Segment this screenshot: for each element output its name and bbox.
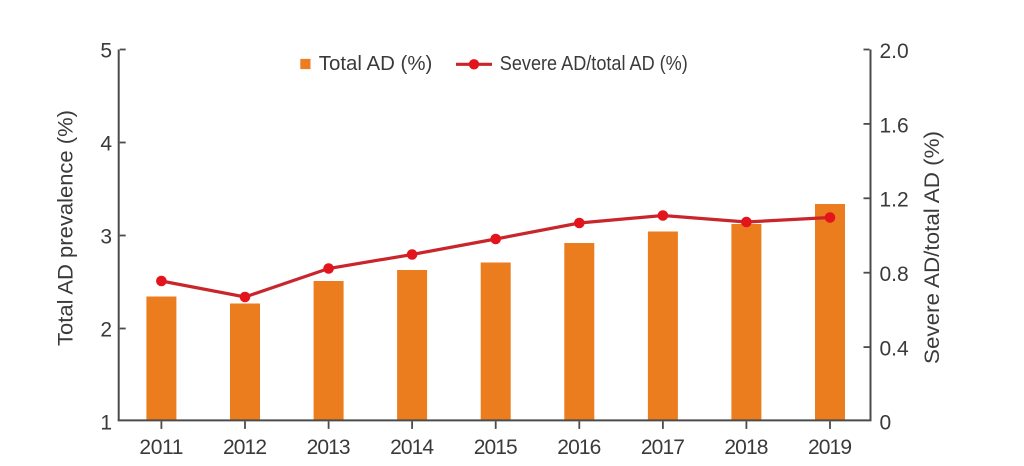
svg-text:2.0: 2.0	[880, 40, 909, 63]
svg-text:2019: 2019	[808, 436, 852, 459]
svg-text:2016: 2016	[557, 436, 601, 459]
svg-text:1: 1	[100, 412, 112, 435]
svg-text:1.2: 1.2	[880, 189, 909, 212]
svg-text:2011: 2011	[139, 436, 183, 459]
svg-text:3: 3	[100, 226, 112, 249]
svg-text:1.6: 1.6	[880, 114, 909, 137]
svg-text:Total AD (%): Total AD (%)	[319, 53, 433, 75]
svg-text:0: 0	[880, 412, 892, 435]
svg-text:0.8: 0.8	[880, 263, 909, 286]
svg-text:2018: 2018	[724, 436, 768, 459]
svg-text:2: 2	[100, 319, 112, 342]
svg-text:5: 5	[100, 40, 112, 63]
svg-text:Severe AD/total AD (%): Severe AD/total AD (%)	[500, 53, 688, 75]
svg-text:2013: 2013	[307, 436, 351, 459]
svg-text:4: 4	[100, 133, 112, 156]
svg-text:2012: 2012	[223, 436, 267, 459]
svg-text:2015: 2015	[474, 436, 518, 459]
svg-text:2014: 2014	[390, 436, 434, 459]
svg-text:0.4: 0.4	[880, 338, 910, 361]
svg-text:Total AD prevalence (%): Total AD prevalence (%)	[55, 110, 78, 346]
svg-text:2017: 2017	[641, 436, 685, 459]
svg-text:Severe AD/total AD (%): Severe AD/total AD (%)	[921, 131, 944, 364]
